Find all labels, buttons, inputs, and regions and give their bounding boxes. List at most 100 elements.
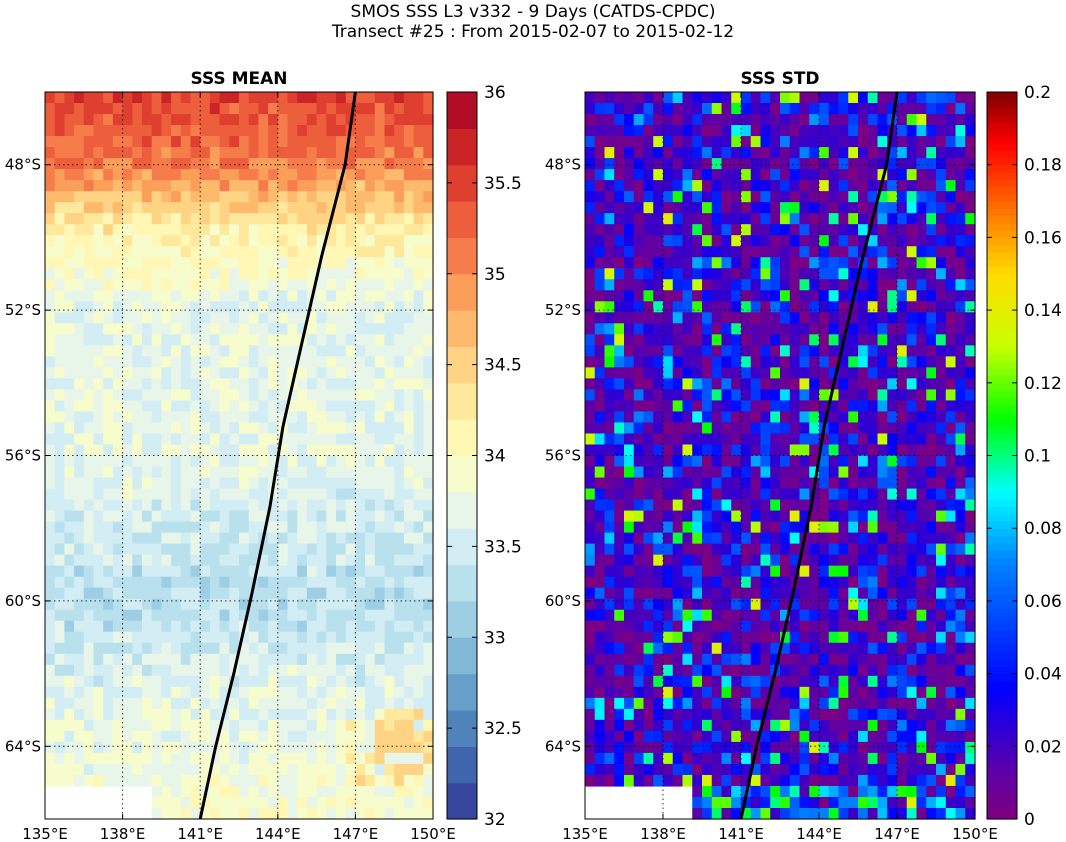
heatmap-cell [219, 807, 230, 820]
heatmap-cell [258, 598, 269, 611]
heatmap-cell [672, 719, 684, 732]
heatmap-cell [171, 752, 182, 765]
heatmap-cell [239, 334, 250, 346]
heatmap-cell [858, 147, 869, 159]
heatmap-cell [74, 378, 85, 391]
heatmap-cell [384, 345, 395, 357]
heatmap-cell [45, 675, 56, 688]
heatmap-cell [171, 202, 182, 214]
heatmap-cell [858, 697, 869, 710]
heatmap-cell [345, 708, 356, 721]
heatmap-cell [54, 741, 65, 754]
heatmap-cell [643, 620, 654, 633]
heatmap-cell [83, 554, 95, 567]
heatmap-cell [316, 224, 327, 236]
heatmap-cell [200, 609, 211, 622]
heatmap-cell [760, 411, 771, 424]
heatmap-cell [142, 499, 153, 512]
heatmap-cell [906, 136, 918, 148]
heatmap-cell [248, 730, 259, 743]
heatmap-cell [760, 147, 771, 159]
heatmap-cell [54, 686, 65, 699]
heatmap-cell [132, 312, 143, 324]
heatmap-cell [142, 543, 153, 556]
heatmap-cell [336, 807, 347, 820]
heatmap-cell [731, 554, 742, 567]
heatmap-cell [750, 598, 762, 611]
heatmap-cell [190, 741, 201, 754]
heatmap-cell [258, 301, 269, 313]
heatmap-cell [423, 268, 434, 280]
heatmap-cell [326, 136, 337, 148]
heatmap-cell [624, 114, 635, 126]
heatmap-cell [365, 92, 376, 104]
heatmap-cell [74, 631, 85, 644]
heatmap-cell [171, 367, 182, 379]
heatmap-cell [132, 422, 143, 435]
heatmap-cell [93, 499, 104, 512]
heatmap-cell [200, 323, 211, 335]
heatmap-cell [711, 356, 723, 368]
heatmap-cell [770, 246, 781, 258]
heatmap-cell [355, 389, 366, 402]
heatmap-cell [789, 708, 801, 721]
heatmap-cell [819, 400, 830, 413]
heatmap-cell [721, 499, 732, 512]
heatmap-cell [190, 356, 201, 368]
heatmap-cell [916, 411, 927, 424]
heatmap-cell [750, 466, 762, 479]
heatmap-cell [838, 477, 849, 490]
heatmap-cell [770, 224, 781, 236]
heatmap-cell [643, 499, 654, 512]
heatmap-cell [394, 147, 405, 159]
heatmap-cell [906, 653, 918, 666]
heatmap-cell [682, 477, 693, 490]
heatmap-cell [624, 422, 635, 435]
heatmap-cell [819, 587, 830, 600]
heatmap-cell [858, 378, 869, 391]
heatmap-cell [180, 675, 192, 688]
heatmap-cell [161, 763, 172, 776]
heatmap-cell [171, 334, 182, 346]
heatmap-cell [702, 609, 713, 622]
heatmap-cell [731, 136, 742, 148]
heatmap-cell [336, 334, 347, 346]
heatmap-cell [122, 697, 133, 710]
heatmap-cell [64, 400, 75, 413]
heatmap-cell [760, 301, 771, 313]
heatmap-cell [394, 675, 405, 688]
heatmap-cell [423, 312, 434, 324]
heatmap-cell [594, 598, 606, 611]
heatmap-cell [374, 125, 386, 137]
heatmap-cell [770, 92, 781, 104]
heatmap-cell [248, 411, 259, 424]
heatmap-cell [336, 367, 347, 379]
heatmap-cell [858, 642, 869, 655]
heatmap-cell [336, 620, 347, 633]
heatmap-cell [248, 708, 259, 721]
heatmap-cell [867, 477, 879, 490]
heatmap-cell [180, 246, 192, 258]
heatmap-cell [887, 455, 898, 468]
heatmap-cell [702, 620, 713, 633]
heatmap-cell [394, 807, 405, 820]
heatmap-cell [413, 268, 424, 280]
heatmap-cell [142, 598, 153, 611]
heatmap-cell [585, 422, 596, 435]
heatmap-cell [413, 455, 424, 468]
heatmap-cell [731, 191, 742, 203]
heatmap-cell [209, 631, 221, 644]
heatmap-cell [268, 345, 279, 357]
heatmap-cell [653, 653, 664, 666]
heatmap-cell [190, 587, 201, 600]
heatmap-cell [161, 488, 172, 501]
heatmap-cell [770, 598, 781, 611]
heatmap-cell [423, 103, 434, 115]
heatmap-cell [828, 125, 840, 137]
heatmap-cell [633, 686, 645, 699]
heatmap-cell [936, 389, 947, 402]
heatmap-cell [171, 708, 182, 721]
heatmap-cell [672, 499, 684, 512]
heatmap-cell [248, 719, 259, 732]
heatmap-cell [633, 510, 645, 523]
